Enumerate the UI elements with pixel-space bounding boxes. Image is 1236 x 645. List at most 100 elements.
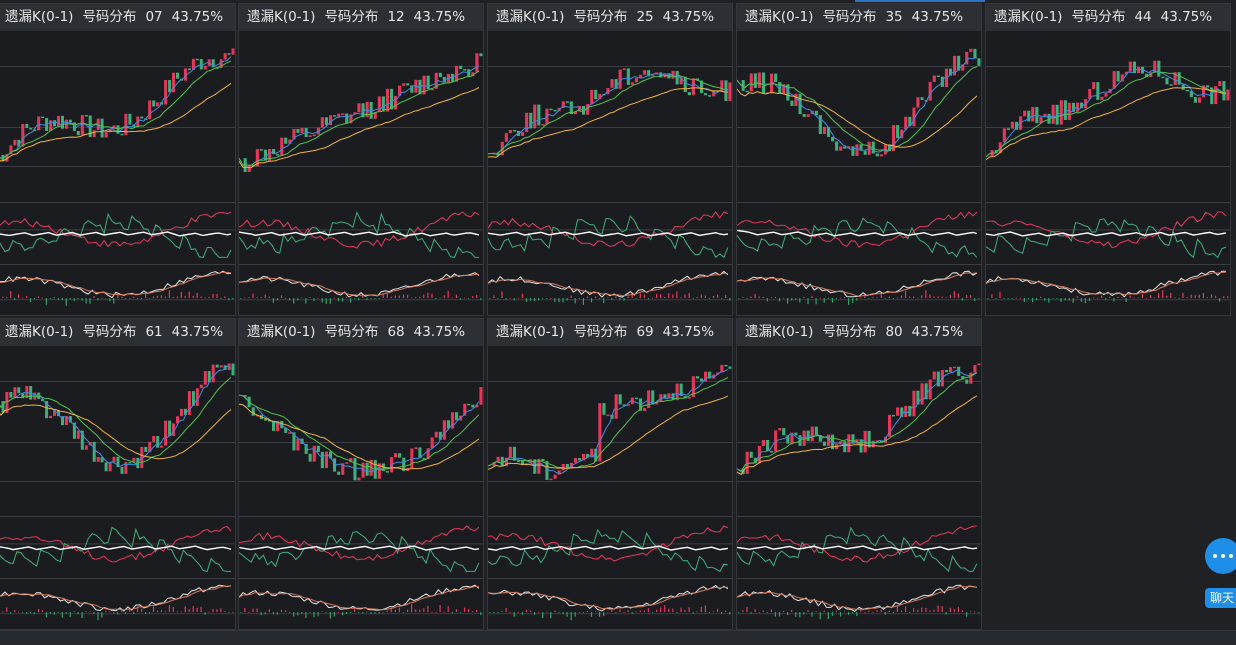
macd-bar xyxy=(917,297,919,299)
candle xyxy=(104,462,108,472)
macd-bar xyxy=(839,612,842,617)
candle xyxy=(496,152,500,156)
macd-bar xyxy=(999,291,1001,299)
chart-panel-25[interactable]: 遗漏K(0-1) 号码分布 25 43.75% xyxy=(487,3,733,316)
ma-fast-line xyxy=(239,65,480,166)
macd-bar xyxy=(382,293,384,299)
candle xyxy=(1185,89,1189,92)
candle xyxy=(831,136,835,142)
macd-bar xyxy=(378,298,380,299)
panel-header[interactable]: 遗漏K(0-1) 号码分布 69 43.75% xyxy=(488,319,732,346)
macd-bar xyxy=(844,611,846,613)
candle xyxy=(1010,121,1014,129)
panel-subtitle: 号码分布 xyxy=(573,324,628,340)
candle xyxy=(148,100,152,120)
candle xyxy=(140,446,144,469)
candle xyxy=(770,451,774,453)
macd-bar xyxy=(22,297,24,299)
candle xyxy=(345,462,349,464)
candle xyxy=(900,407,904,417)
panel-header[interactable]: 遗漏K(0-1) 号码分布 12 43.75% xyxy=(239,4,483,31)
panel-number: 80 xyxy=(885,324,903,340)
chart-panel-07[interactable]: 遗漏K(0-1) 号码分布 07 43.75% xyxy=(0,3,236,316)
macd-bar xyxy=(133,612,135,615)
macd-bar xyxy=(680,607,682,613)
macd-bar xyxy=(933,296,935,299)
candle xyxy=(442,420,446,440)
candle xyxy=(504,133,508,142)
macd-bar xyxy=(77,298,79,300)
chart-panel-35[interactable]: 遗漏K(0-1) 号码分布 35 43.75% xyxy=(736,3,982,316)
macd-bar xyxy=(156,610,159,613)
macd-bar xyxy=(125,298,127,299)
macd-bar xyxy=(672,294,674,299)
macd-bar xyxy=(148,298,151,299)
macd-bar xyxy=(1174,297,1176,299)
panel-header[interactable]: 遗漏K(0-1) 号码分布 68 43.75% xyxy=(239,319,483,346)
candle xyxy=(904,116,908,130)
macd-bar xyxy=(69,612,71,617)
candle xyxy=(655,402,659,405)
macd-bar xyxy=(852,612,854,614)
kline-chart xyxy=(986,60,1230,304)
macd-bar xyxy=(260,612,262,616)
chart-panel-12[interactable]: 遗漏K(0-1) 号码分布 12 43.75% xyxy=(238,3,484,316)
panel-header[interactable]: 遗漏K(0-1) 号码分布 35 43.75% xyxy=(737,4,981,31)
macd-bar xyxy=(156,295,159,299)
candle xyxy=(496,456,500,463)
chat-label[interactable]: 聊天 xyxy=(1205,588,1236,608)
chart-panel-61[interactable]: 遗漏K(0-1) 号码分布 61 43.75% xyxy=(0,318,236,630)
macd-bar xyxy=(29,612,32,613)
candle xyxy=(84,115,88,117)
macd-bar xyxy=(172,607,174,613)
macd-bar xyxy=(750,296,752,299)
candle xyxy=(647,390,651,408)
macd-bar xyxy=(184,606,186,613)
candle xyxy=(916,97,920,108)
candle xyxy=(353,458,357,481)
candle xyxy=(753,73,757,88)
candle xyxy=(349,114,353,124)
candle xyxy=(80,430,84,450)
candle xyxy=(57,410,60,417)
panel-header[interactable]: 遗漏K(0-1) 号码分布 61 43.75% xyxy=(0,319,235,346)
candle xyxy=(1149,72,1153,78)
candle xyxy=(1132,61,1136,74)
candle xyxy=(471,404,475,408)
panel-header[interactable]: 遗漏K(0-1) 号码分布 07 43.75% xyxy=(0,4,235,31)
macd-bar xyxy=(268,609,270,613)
candle xyxy=(1015,121,1019,130)
panel-header[interactable]: 遗漏K(0-1) 号码分布 44 43.75% xyxy=(986,4,1230,31)
chat-button[interactable] xyxy=(1205,538,1236,574)
macd-bar xyxy=(688,607,690,613)
candle xyxy=(928,81,932,101)
chart-panel-44[interactable]: 遗漏K(0-1) 号码分布 44 43.75% xyxy=(985,3,1231,316)
macd-bar xyxy=(256,608,258,613)
candle xyxy=(541,124,545,126)
panel-header[interactable]: 遗漏K(0-1) 号码分布 25 43.75% xyxy=(488,4,732,31)
candle xyxy=(965,379,969,384)
macd-bar xyxy=(41,610,43,613)
macd-bar xyxy=(468,298,470,299)
candle xyxy=(944,370,948,373)
macd-bar xyxy=(961,298,964,301)
panel-header[interactable]: 遗漏K(0-1) 号码分布 80 43.75% xyxy=(737,319,981,346)
chart-panel-80[interactable]: 遗漏K(0-1) 号码分布 80 43.75% xyxy=(736,318,982,630)
candle xyxy=(251,407,255,416)
macd-bar xyxy=(1182,292,1184,299)
candle xyxy=(148,441,152,453)
macd-bar xyxy=(164,611,166,613)
candle xyxy=(385,88,389,112)
macd-bar xyxy=(774,296,776,299)
macd-bar xyxy=(937,605,939,613)
chart-panel-69[interactable]: 遗漏K(0-1) 号码分布 69 43.75% xyxy=(487,318,733,630)
candle xyxy=(1198,97,1202,103)
chart-panel-68[interactable]: 遗漏K(0-1) 号码分布 68 43.75% xyxy=(238,318,484,630)
macd-bar xyxy=(370,298,372,299)
candle xyxy=(949,68,953,76)
candle xyxy=(191,391,195,406)
macd-bar xyxy=(45,298,47,305)
macd-bar xyxy=(513,612,515,617)
macd-bar xyxy=(1129,295,1131,299)
macd-bar xyxy=(762,610,764,613)
